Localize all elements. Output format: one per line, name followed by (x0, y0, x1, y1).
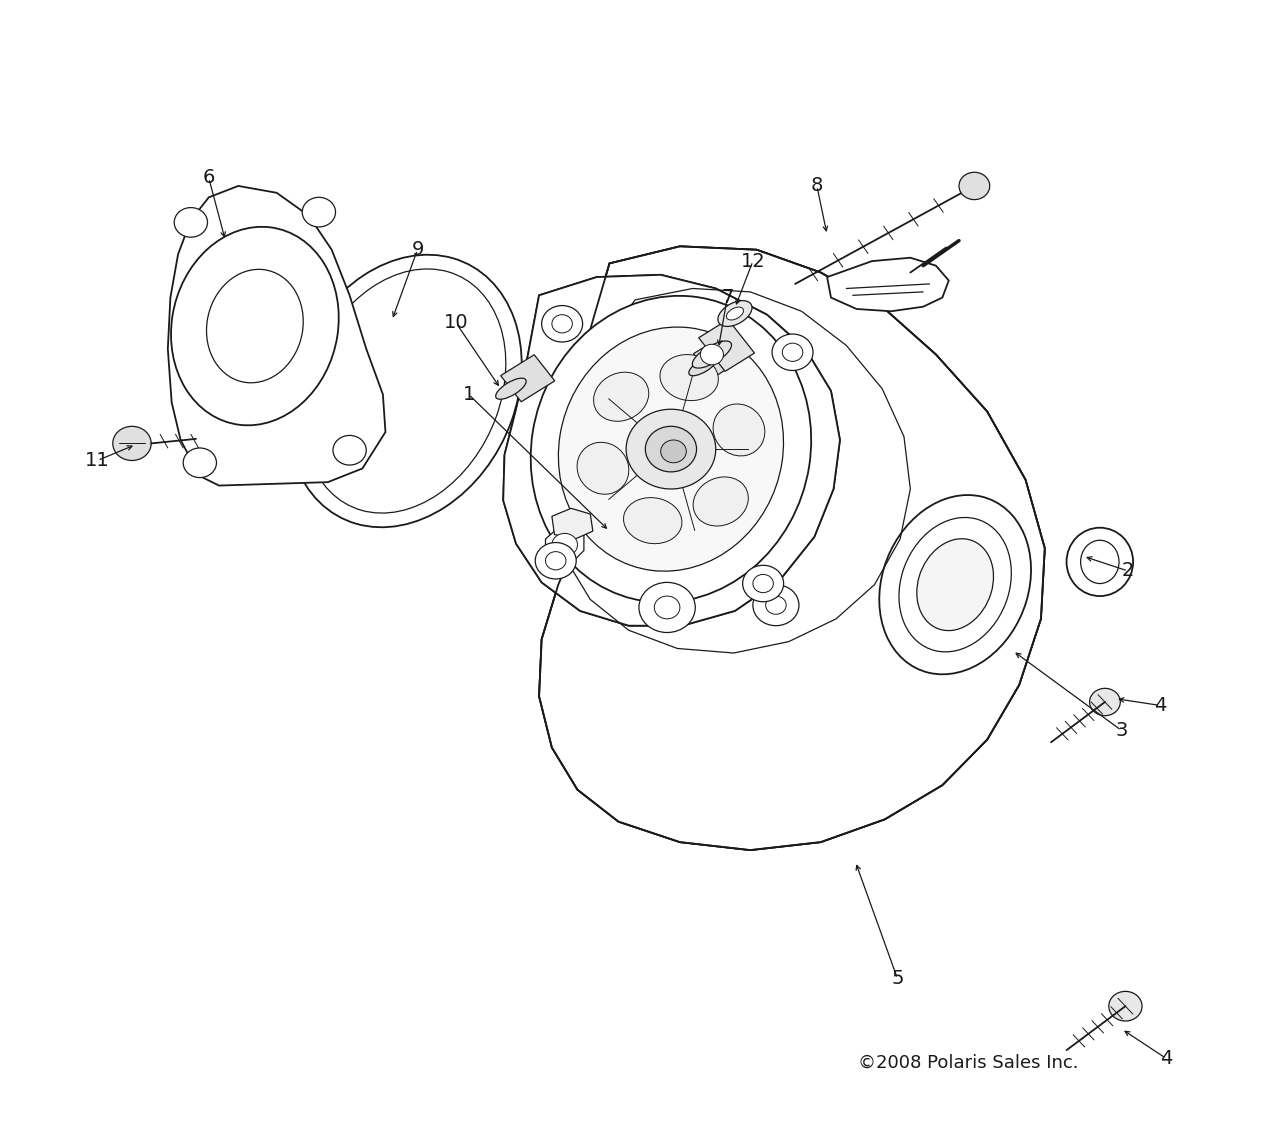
Polygon shape (539, 247, 1044, 850)
Circle shape (753, 574, 774, 593)
Circle shape (174, 208, 208, 238)
Polygon shape (503, 275, 840, 626)
Circle shape (1109, 991, 1142, 1021)
Circle shape (552, 533, 577, 556)
Circle shape (958, 172, 989, 200)
Polygon shape (693, 336, 742, 378)
Circle shape (545, 552, 566, 570)
Circle shape (661, 440, 686, 463)
Circle shape (701, 344, 724, 364)
Ellipse shape (726, 307, 743, 320)
Ellipse shape (495, 378, 526, 400)
Ellipse shape (917, 539, 993, 630)
Polygon shape (545, 528, 584, 562)
Circle shape (334, 435, 366, 465)
Polygon shape (828, 258, 948, 312)
Ellipse shape (659, 354, 718, 401)
Circle shape (535, 542, 576, 579)
Polygon shape (699, 320, 754, 371)
Ellipse shape (624, 498, 683, 544)
Ellipse shape (689, 356, 717, 376)
Circle shape (1089, 689, 1120, 716)
Text: 4: 4 (1153, 695, 1166, 715)
Circle shape (645, 426, 697, 472)
Text: 10: 10 (444, 313, 468, 332)
Circle shape (743, 565, 784, 602)
Circle shape (552, 315, 572, 333)
Ellipse shape (693, 341, 731, 368)
Circle shape (113, 426, 151, 460)
Text: 1: 1 (462, 385, 475, 404)
Ellipse shape (577, 442, 629, 494)
Circle shape (766, 596, 786, 614)
Polygon shape (552, 508, 593, 539)
Ellipse shape (1080, 540, 1119, 584)
Text: 2: 2 (1121, 562, 1134, 580)
Text: ©2008 Polaris Sales Inc.: ©2008 Polaris Sales Inc. (858, 1054, 1078, 1072)
Ellipse shape (207, 270, 303, 383)
Circle shape (753, 585, 799, 626)
Circle shape (541, 306, 582, 341)
Text: 3: 3 (1115, 721, 1128, 740)
Text: 4: 4 (1160, 1049, 1173, 1068)
Text: 6: 6 (203, 169, 216, 187)
Circle shape (639, 582, 695, 633)
Ellipse shape (693, 477, 748, 526)
Ellipse shape (531, 296, 811, 602)
Circle shape (772, 335, 813, 370)
Text: 9: 9 (412, 240, 423, 259)
Circle shape (626, 409, 716, 489)
Text: 7: 7 (721, 288, 734, 307)
Circle shape (783, 343, 803, 361)
Circle shape (654, 596, 680, 619)
Ellipse shape (287, 255, 522, 528)
Text: 11: 11 (85, 451, 110, 471)
Ellipse shape (899, 517, 1011, 652)
Ellipse shape (718, 300, 752, 327)
Circle shape (303, 198, 336, 227)
Ellipse shape (171, 227, 339, 425)
Polygon shape (503, 275, 840, 626)
Ellipse shape (879, 494, 1032, 674)
Text: 8: 8 (811, 177, 824, 195)
Ellipse shape (558, 327, 784, 571)
Polygon shape (539, 247, 1044, 850)
Circle shape (183, 448, 217, 477)
Text: 12: 12 (740, 251, 765, 271)
Polygon shape (500, 355, 554, 402)
Ellipse shape (713, 404, 765, 456)
Text: 5: 5 (892, 970, 903, 988)
Ellipse shape (304, 268, 506, 513)
Ellipse shape (594, 372, 649, 421)
Polygon shape (168, 186, 385, 485)
Ellipse shape (1066, 528, 1133, 596)
